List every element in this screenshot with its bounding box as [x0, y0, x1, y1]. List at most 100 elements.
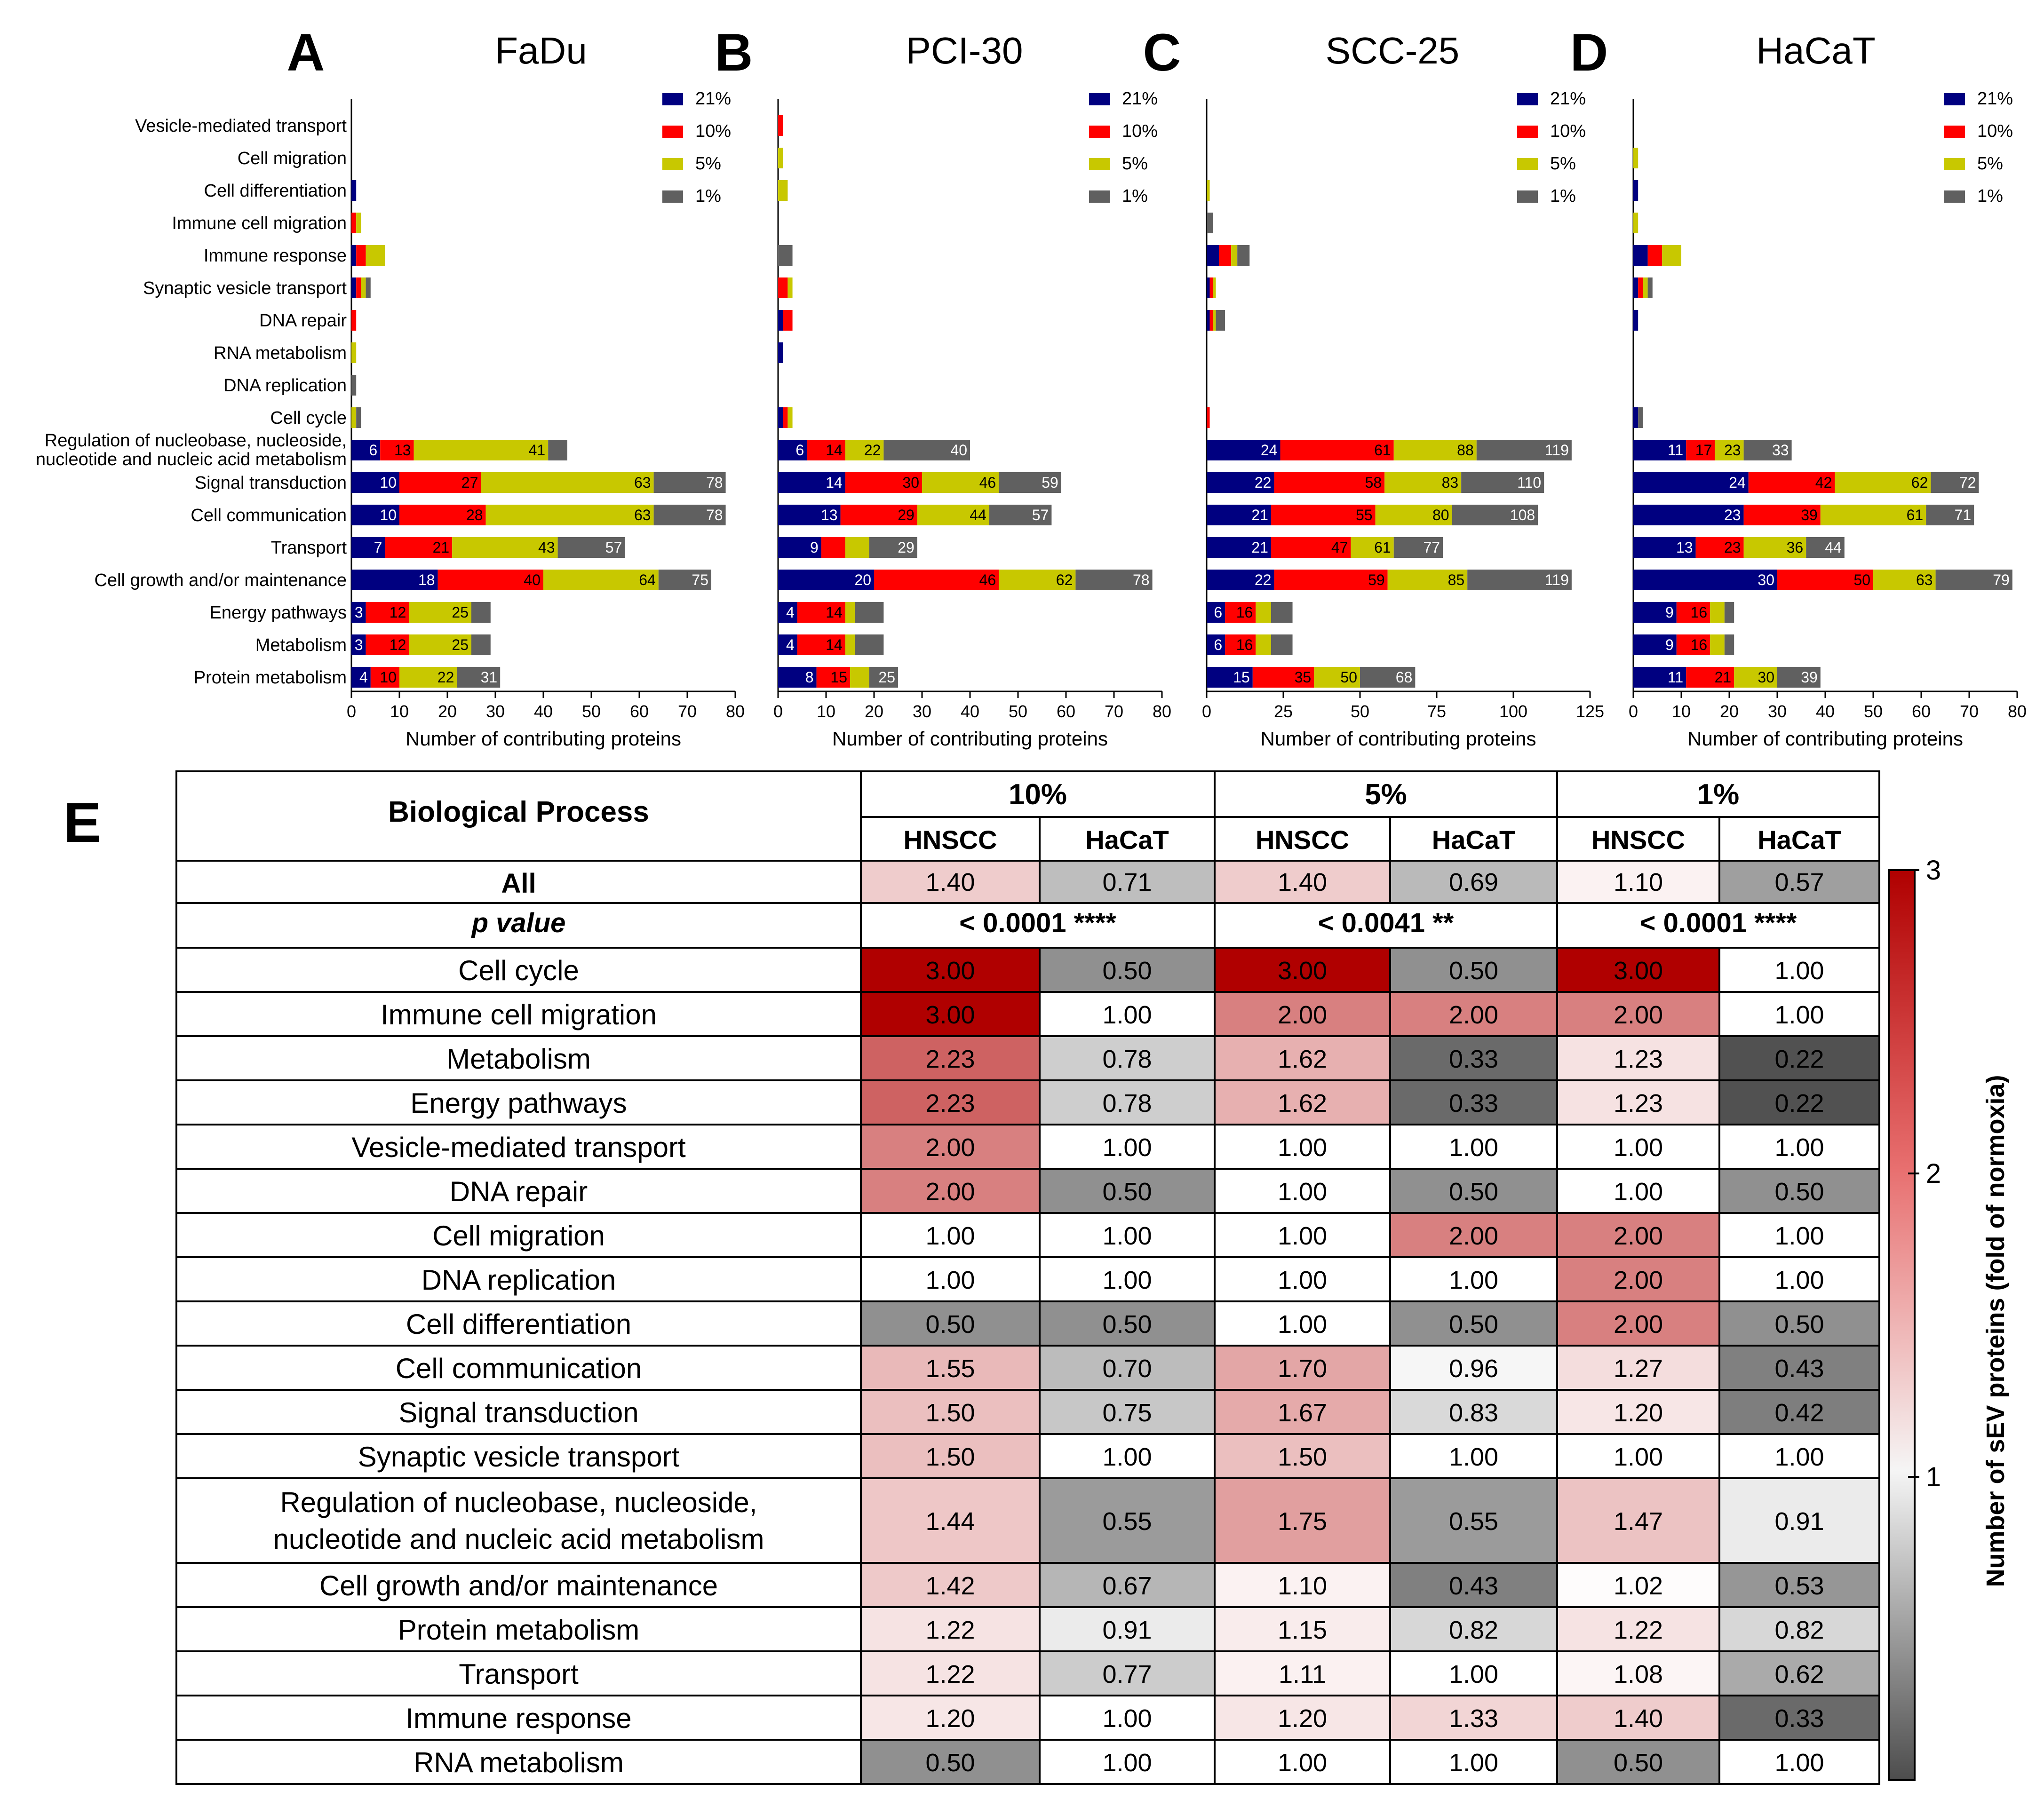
bar-segment-10pct: [356, 277, 361, 298]
x-tick-label: 40: [961, 702, 979, 721]
bar-data-label: 47: [1331, 539, 1348, 556]
heatmap-cell-value: 2.00: [1614, 1266, 1663, 1294]
bar-segment-21pct: [1633, 537, 1696, 558]
bar-data-label: 35: [1295, 669, 1312, 686]
heatmap-cell: [1390, 1301, 1557, 1346]
bar-data-label: 39: [1801, 669, 1818, 686]
legend-swatch: [1517, 190, 1538, 203]
category-label: Cell cycle: [270, 408, 347, 428]
panel-title: PCI-30: [906, 30, 1023, 71]
category-label-line: Regulation of nucleobase, nucleoside,: [45, 431, 347, 451]
x-tick-label: 50: [1351, 702, 1369, 721]
heatmap-cell: [1215, 1346, 1390, 1390]
legend-label: 10%: [1550, 121, 1586, 141]
heatmap-cell: [1557, 1740, 1719, 1784]
bar-segment-21pct: [1633, 570, 1777, 590]
heatmap-cell-value: 1.02: [1614, 1572, 1663, 1600]
bar-data-label: 6: [1214, 604, 1222, 621]
heatmap-cell: [1557, 1080, 1719, 1125]
heatmap-cell: [1040, 1607, 1215, 1651]
bar-data-label: 40: [950, 442, 967, 459]
heatmap-cell: [1557, 1257, 1719, 1301]
group-header: 5%: [1365, 778, 1407, 811]
bar-data-label: 44: [970, 507, 986, 523]
panel-letter: E: [64, 791, 101, 854]
bar-segment-10pct: [1252, 667, 1314, 688]
heatmap-cell-value: 2.00: [925, 1133, 975, 1162]
bar-data-label: 42: [1815, 474, 1832, 491]
bar-data-label: 9: [1665, 636, 1674, 653]
heatmap-cell-value: 0.91: [1774, 1507, 1824, 1536]
legend-label: 5%: [695, 154, 721, 174]
heatmap-cell: [861, 1696, 1040, 1740]
bar-data-label: 9: [1665, 604, 1674, 621]
heatmap-cell: [1557, 1434, 1719, 1478]
bar-segment-1pct: [471, 634, 491, 655]
heatmap-cell: [1719, 861, 1879, 903]
heatmap-cell: [1215, 1607, 1390, 1651]
x-tick-label: 70: [678, 702, 697, 721]
heatmap-cell: [861, 1125, 1040, 1169]
heatmap-cell-value: 1.00: [1449, 1443, 1498, 1471]
heatmap-cell: [1215, 992, 1390, 1036]
category-label: Protein metabolism: [194, 668, 347, 688]
heatmap-cell: [1215, 1434, 1390, 1478]
bar-segment-1pct: [1724, 602, 1734, 623]
bar-segment-5pct: [1231, 245, 1238, 266]
bar-segment-5pct: [1256, 634, 1271, 655]
heatmap-cell: [1557, 1125, 1719, 1169]
bar-segment-10pct: [399, 472, 481, 493]
heatmap-cell-value: 1.00: [1449, 1749, 1498, 1777]
heatmap-cell-value: 1.15: [1278, 1616, 1327, 1644]
bar-segment-10pct: [366, 602, 409, 623]
heatmap-cell-value: 1.00: [1278, 1222, 1327, 1250]
heatmap-cell: [1390, 1169, 1557, 1213]
legend-label: 5%: [1977, 154, 2003, 174]
heatmap-cell: [1215, 1651, 1390, 1696]
x-tick-label: 20: [1720, 702, 1739, 721]
heatmap-cell-value: 0.50: [1102, 1178, 1152, 1206]
subcolumn-header: HNSCC: [903, 825, 997, 855]
x-tick-label: 50: [1864, 702, 1883, 721]
heatmap-cell: [1390, 1346, 1557, 1390]
bar-data-label: 14: [826, 636, 843, 653]
heatmap-cell-value: 3.00: [925, 957, 975, 985]
heatmap-cell: [1040, 1651, 1215, 1696]
bar-segment-10pct: [356, 245, 366, 266]
heatmap-cell: [1390, 992, 1557, 1036]
bar-segment-5pct: [1715, 440, 1744, 460]
bar-segment-1pct: [351, 375, 357, 396]
category-label: Energy pathways: [210, 603, 347, 623]
heatmap-cell-value: 0.83: [1449, 1399, 1498, 1427]
bar-data-label: 23: [1724, 539, 1741, 556]
bar-segment-1pct: [1931, 472, 1979, 493]
bar-data-label: 72: [1959, 474, 1976, 491]
category-label-line: nucleotide and nucleic acid metabolism: [36, 450, 347, 469]
x-tick-label: 50: [582, 702, 601, 721]
bar-segment-1pct: [1461, 472, 1544, 493]
bar-data-label: 4: [786, 636, 795, 653]
bar-segment-10pct: [1647, 245, 1662, 266]
category-label: RNA metabolism: [214, 343, 347, 363]
bar-segment-21pct: [1633, 472, 1749, 493]
heatmap-cell: [861, 1346, 1040, 1390]
x-tick-label: 80: [2008, 702, 2027, 721]
heatmap-cell-value: 0.75: [1102, 1399, 1152, 1427]
legend-label: 5%: [1550, 154, 1576, 174]
bar-data-label: 78: [1133, 571, 1150, 588]
heatmap-cell-value: 2.00: [1278, 1001, 1327, 1029]
bar-segment-1pct: [1935, 570, 2012, 590]
legend-swatch: [662, 126, 683, 138]
category-label: Transport: [271, 538, 347, 558]
bar-segment-1pct: [653, 505, 726, 525]
heatmap-cell: [1215, 1257, 1390, 1301]
heatmap-cell: [1719, 1125, 1879, 1169]
bar-segment-5pct: [481, 472, 654, 493]
bar-data-label: 63: [1916, 571, 1933, 588]
bar-segment-10pct: [1225, 602, 1256, 623]
row-label: p value: [471, 908, 566, 938]
bar-segment-5pct: [366, 245, 385, 266]
bar-data-label: 30: [902, 474, 919, 491]
bar-segment-21pct: [778, 505, 841, 525]
heatmap-cell: [1215, 1478, 1390, 1563]
